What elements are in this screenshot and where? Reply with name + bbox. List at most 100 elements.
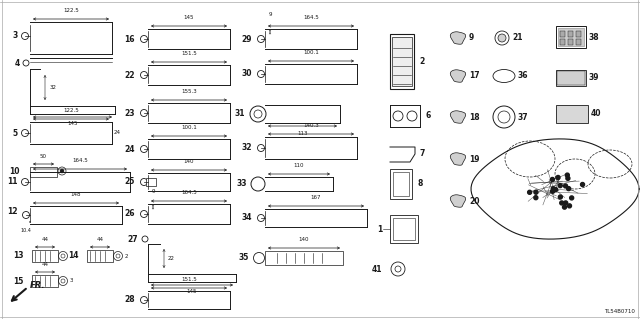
Text: 122.5: 122.5 — [63, 8, 79, 13]
Circle shape — [558, 184, 562, 188]
Text: 145: 145 — [67, 121, 77, 126]
Circle shape — [566, 176, 570, 180]
Bar — [558, 28, 584, 46]
Bar — [556, 70, 586, 86]
Text: 39: 39 — [589, 73, 600, 83]
Text: TL54B0710: TL54B0710 — [604, 309, 635, 314]
Circle shape — [60, 169, 64, 173]
Circle shape — [556, 175, 560, 180]
Circle shape — [563, 205, 566, 209]
Circle shape — [527, 190, 532, 194]
Polygon shape — [451, 111, 466, 123]
Text: 22: 22 — [168, 256, 175, 262]
Text: 4: 4 — [15, 58, 20, 68]
Circle shape — [558, 195, 563, 199]
Bar — [32, 275, 58, 287]
Text: 30: 30 — [241, 70, 252, 78]
Circle shape — [551, 187, 556, 191]
Text: 32: 32 — [241, 144, 252, 152]
Text: 14: 14 — [68, 251, 79, 261]
Bar — [32, 250, 58, 262]
Text: 41: 41 — [371, 264, 382, 273]
Circle shape — [560, 201, 564, 205]
Circle shape — [534, 196, 538, 200]
Bar — [560, 39, 565, 45]
Bar — [30, 167, 57, 177]
Circle shape — [550, 177, 554, 182]
Text: 113: 113 — [297, 131, 308, 136]
Text: 34: 34 — [241, 213, 252, 222]
Bar — [87, 250, 113, 262]
Text: 6: 6 — [425, 112, 430, 121]
Text: 24: 24 — [125, 145, 135, 153]
Bar — [568, 31, 573, 37]
Text: 3: 3 — [13, 32, 18, 41]
Text: 100.1: 100.1 — [303, 50, 319, 55]
Text: 50: 50 — [40, 154, 47, 159]
Text: 38: 38 — [589, 33, 600, 41]
Text: 24: 24 — [114, 130, 121, 136]
Polygon shape — [451, 195, 466, 207]
Text: 22: 22 — [125, 70, 135, 79]
Text: 9: 9 — [469, 33, 474, 42]
Text: 31: 31 — [234, 109, 245, 118]
Text: 164.5: 164.5 — [303, 15, 319, 20]
Text: 140.3: 140.3 — [303, 123, 319, 128]
Text: 35: 35 — [239, 254, 249, 263]
Text: 44: 44 — [97, 237, 104, 242]
Text: 11: 11 — [8, 177, 18, 187]
Circle shape — [568, 204, 572, 208]
Circle shape — [564, 184, 568, 188]
Text: 167: 167 — [311, 195, 321, 200]
Circle shape — [550, 189, 555, 193]
Polygon shape — [451, 70, 466, 82]
Circle shape — [554, 188, 557, 191]
Text: 17: 17 — [469, 71, 479, 80]
Text: 12: 12 — [8, 207, 18, 216]
Text: 122.5: 122.5 — [63, 108, 79, 113]
Text: 18: 18 — [469, 113, 479, 122]
Text: 10: 10 — [10, 167, 20, 176]
Text: 155.3: 155.3 — [181, 89, 197, 94]
Text: 15: 15 — [13, 277, 24, 286]
Text: 33: 33 — [237, 180, 247, 189]
Bar — [265, 251, 343, 265]
Text: 26: 26 — [125, 210, 135, 219]
Circle shape — [498, 34, 506, 42]
Text: 23: 23 — [125, 108, 135, 117]
Bar — [576, 39, 581, 45]
Polygon shape — [451, 32, 466, 44]
Circle shape — [580, 182, 584, 187]
Text: 28: 28 — [124, 295, 135, 305]
Text: 44: 44 — [42, 262, 49, 267]
Bar — [393, 172, 409, 196]
Text: 3: 3 — [70, 278, 74, 284]
Text: 7: 7 — [420, 150, 426, 159]
Text: FR.: FR. — [30, 281, 45, 291]
Text: 140: 140 — [184, 159, 195, 164]
Text: 5: 5 — [13, 129, 18, 137]
Bar — [390, 34, 414, 89]
Text: 29: 29 — [241, 34, 252, 43]
Text: 151.5: 151.5 — [181, 277, 197, 282]
Text: 9: 9 — [151, 189, 155, 194]
Text: 25: 25 — [125, 177, 135, 187]
Ellipse shape — [493, 70, 515, 83]
Text: 110: 110 — [294, 163, 304, 168]
Text: 1: 1 — [377, 225, 382, 234]
Bar — [393, 218, 415, 240]
Text: 8: 8 — [417, 180, 422, 189]
Bar — [390, 169, 412, 199]
Bar — [568, 39, 573, 45]
Text: 145: 145 — [187, 289, 197, 294]
Bar — [560, 31, 565, 37]
Circle shape — [565, 173, 570, 177]
Text: 10.4: 10.4 — [20, 228, 31, 233]
Text: 2: 2 — [125, 254, 129, 258]
Circle shape — [570, 196, 573, 200]
Bar — [556, 105, 588, 123]
Bar — [576, 31, 581, 37]
Circle shape — [564, 201, 568, 205]
Circle shape — [534, 190, 538, 194]
Bar — [557, 71, 585, 85]
